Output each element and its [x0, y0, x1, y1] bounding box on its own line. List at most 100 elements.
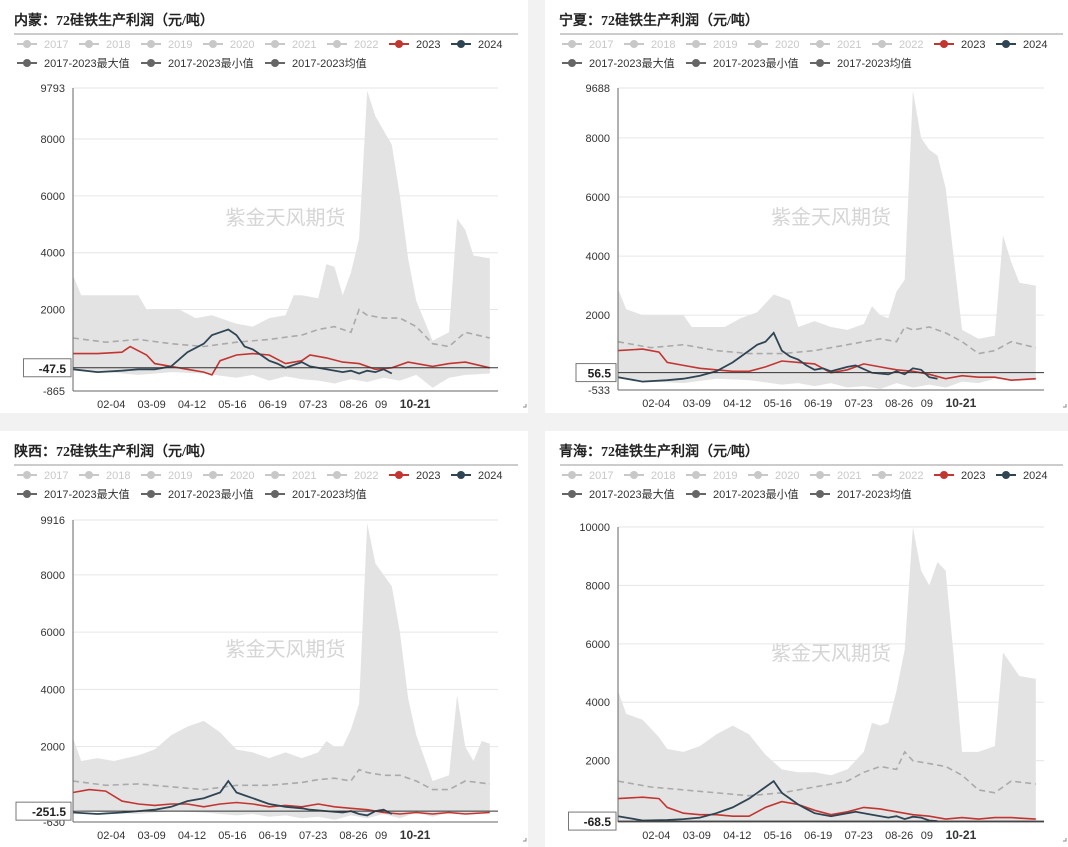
series-2024-line	[617, 779, 938, 822]
legend-item-2018[interactable]: 2018	[79, 470, 130, 482]
legend-marker	[271, 59, 279, 67]
legend-item-2019[interactable]: 2019	[686, 470, 737, 482]
chart-title: 宁夏：72硅铁生产利润（元/吨）	[559, 12, 759, 29]
legend-item-stat-1[interactable]: 2017-2023最小值	[686, 488, 799, 501]
series-2024-line	[72, 779, 393, 817]
legend-item-2017[interactable]: 2017	[562, 39, 613, 51]
legend-item-2021[interactable]: 2021	[810, 39, 861, 51]
legend-label: 2024	[478, 470, 502, 482]
legend-item-2019[interactable]: 2019	[686, 39, 737, 51]
legend-item-2018[interactable]: 2018	[79, 39, 130, 51]
legend-item-2024[interactable]: 2024	[451, 470, 502, 482]
legend-label: 2024	[1023, 470, 1047, 482]
legend-item-stat-2[interactable]: 2017-2023均值	[810, 57, 912, 70]
x-tick-label: 04-12	[178, 399, 206, 411]
legend-label: 2021	[837, 470, 861, 482]
legend-item-stat-0[interactable]: 2017-2023最大值	[17, 56, 130, 70]
x-tick-label: 02-04	[97, 830, 125, 842]
legend-item-2021[interactable]: 2021	[265, 39, 316, 51]
legend-label: 2017-2023最大值	[44, 56, 130, 70]
x-tick-label: 08-26	[339, 830, 367, 842]
x-tick-label: 03-09	[138, 399, 166, 411]
legend-item-2022[interactable]: 2022	[327, 39, 378, 51]
y-tick-label: 8000	[586, 580, 610, 592]
x-tick-label: 07-23	[299, 399, 327, 411]
chart-panel-ningxia: 宁夏：72硅铁生产利润（元/吨） 2017 2018 2019 2020 2021 2022…	[545, 0, 1068, 413]
resize-handle-icon[interactable]	[523, 404, 527, 408]
legend-item-2019[interactable]: 2019	[141, 470, 192, 482]
legend-item-2024[interactable]: 2024	[451, 39, 502, 51]
chart-title: 青海：72硅铁生产利润（元/吨）	[559, 443, 759, 460]
legend-item-2020[interactable]: 2020	[203, 470, 254, 482]
legend-item-2023[interactable]: 2023	[934, 39, 985, 51]
x-tick-label: 05-16	[764, 830, 792, 842]
legend-marker	[568, 40, 576, 48]
legend-item-2024[interactable]: 2024	[996, 39, 1047, 51]
legend-item-stat-0[interactable]: 2017-2023最大值	[17, 487, 130, 501]
legend-marker	[395, 40, 403, 48]
legend-item-2020[interactable]: 2020	[203, 39, 254, 51]
x-tick-label: 03-09	[683, 398, 711, 410]
legend-item-2022[interactable]: 2022	[327, 470, 378, 482]
x-tick-label: 03-09	[683, 830, 711, 842]
x-tick-label: 02-04	[97, 399, 125, 411]
legend-item-2020[interactable]: 2020	[748, 39, 799, 51]
legend-label: 2020	[230, 39, 254, 51]
legend-item-2017[interactable]: 2017	[562, 470, 613, 482]
legend-marker	[692, 40, 700, 48]
y-tick-label: 9916	[41, 515, 65, 527]
legend-item-2021[interactable]: 2021	[810, 470, 861, 482]
legend-item-2022[interactable]: 2022	[872, 470, 923, 482]
resize-handle-icon[interactable]	[1063, 404, 1067, 408]
legend-label: 2018	[651, 470, 675, 482]
legend-item-stat-0[interactable]: 2017-2023最大值	[562, 487, 675, 501]
x-tick-label: 09	[375, 399, 387, 411]
legend-marker	[209, 471, 217, 479]
legend-item-2023[interactable]: 2023	[389, 470, 440, 482]
legend-label: 2023	[416, 470, 440, 482]
legend-item-2021[interactable]: 2021	[265, 470, 316, 482]
legend-item-2023[interactable]: 2023	[389, 39, 440, 51]
cursor-value-label: -47.5	[39, 362, 67, 376]
legend-item-2017[interactable]: 2017	[17, 470, 68, 482]
legend-item-2019[interactable]: 2019	[141, 39, 192, 51]
y-tick-label: -533	[588, 385, 610, 397]
legend-label: 2023	[961, 39, 985, 51]
y-tick-label: 2000	[41, 742, 65, 754]
x-tick-label: 09	[921, 830, 933, 842]
legend-item-2017[interactable]: 2017	[17, 39, 68, 51]
y-tick-label: -865	[43, 386, 65, 398]
legend-item-2020[interactable]: 2020	[748, 470, 799, 482]
legend-marker	[568, 59, 576, 67]
y-tick-label: 6000	[586, 639, 610, 651]
legend-item-stat-0[interactable]: 2017-2023最大值	[562, 56, 675, 70]
legend-item-2018[interactable]: 2018	[624, 470, 675, 482]
legend-item-stat-1[interactable]: 2017-2023最小值	[686, 57, 799, 70]
legend-label: 2024	[1023, 39, 1047, 51]
legend-item-2022[interactable]: 2022	[872, 39, 923, 51]
legend-label: 2017-2023最小值	[168, 57, 254, 70]
cursor-value-label: -251.5	[32, 805, 66, 819]
legend-marker	[23, 40, 31, 48]
range-band	[73, 523, 490, 820]
resize-handle-icon[interactable]	[1063, 838, 1067, 842]
legend-label: 2020	[775, 470, 799, 482]
legend-item-stat-2[interactable]: 2017-2023均值	[265, 57, 367, 70]
resize-handle-icon[interactable]	[523, 838, 527, 842]
legend-marker	[333, 40, 341, 48]
legend-item-stat-2[interactable]: 2017-2023均值	[265, 488, 367, 501]
legend-item-2024[interactable]: 2024	[996, 470, 1047, 482]
x-tick-label: 07-23	[299, 830, 327, 842]
x-tick-label: 04-12	[178, 830, 206, 842]
watermark-text: 紫金天风期货	[771, 642, 891, 665]
legend-item-2018[interactable]: 2018	[624, 39, 675, 51]
legend-item-stat-2[interactable]: 2017-2023均值	[810, 488, 912, 501]
legend-item-stat-1[interactable]: 2017-2023最小值	[141, 488, 254, 501]
legend-label: 2019	[713, 39, 737, 51]
mean-line	[72, 308, 490, 348]
legend-marker	[1002, 471, 1010, 479]
legend-item-2023[interactable]: 2023	[934, 470, 985, 482]
x-tick-label: 08-26	[885, 830, 913, 842]
legend-item-stat-1[interactable]: 2017-2023最小值	[141, 57, 254, 70]
legend-label: 2017	[44, 39, 68, 51]
